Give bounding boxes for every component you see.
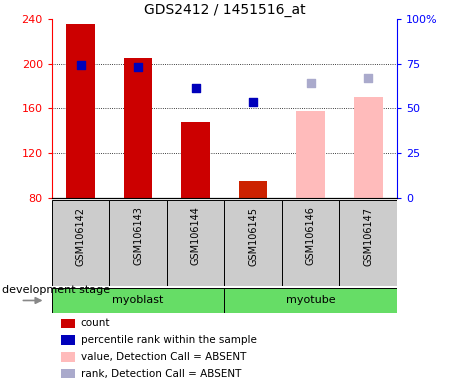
Bar	[52, 200, 110, 286]
Bar	[296, 111, 325, 198]
Bar	[61, 369, 75, 378]
Point	[249, 99, 257, 105]
Bar	[282, 200, 339, 286]
Text: GSM106145: GSM106145	[248, 207, 258, 266]
Bar	[340, 200, 397, 286]
Point	[134, 64, 142, 70]
Text: GSM106146: GSM106146	[306, 207, 316, 265]
Bar	[354, 97, 382, 198]
Text: percentile rank within the sample: percentile rank within the sample	[81, 335, 257, 345]
Bar	[110, 200, 167, 286]
Bar	[52, 288, 225, 313]
Bar	[167, 200, 225, 286]
Bar	[239, 181, 267, 198]
Point	[77, 62, 84, 68]
Bar	[124, 58, 152, 198]
Text: myoblast: myoblast	[112, 295, 164, 306]
Point	[364, 75, 372, 81]
Point	[307, 80, 314, 86]
Text: GSM106147: GSM106147	[363, 207, 373, 266]
Title: GDS2412 / 1451516_at: GDS2412 / 1451516_at	[143, 3, 305, 17]
Bar	[61, 352, 75, 362]
Text: rank, Detection Call = ABSENT: rank, Detection Call = ABSENT	[81, 369, 241, 379]
Bar	[61, 319, 75, 328]
Point	[192, 85, 199, 91]
Bar	[225, 200, 282, 286]
Text: myotube: myotube	[286, 295, 336, 306]
Text: GSM106142: GSM106142	[76, 207, 86, 266]
Bar	[225, 288, 397, 313]
Bar	[181, 122, 210, 198]
Text: value, Detection Call = ABSENT: value, Detection Call = ABSENT	[81, 352, 246, 362]
Bar	[66, 24, 95, 198]
Text: count: count	[81, 318, 110, 328]
Text: GSM106144: GSM106144	[191, 207, 201, 265]
Bar	[61, 335, 75, 345]
Text: GSM106143: GSM106143	[133, 207, 143, 265]
Text: development stage: development stage	[2, 285, 110, 295]
